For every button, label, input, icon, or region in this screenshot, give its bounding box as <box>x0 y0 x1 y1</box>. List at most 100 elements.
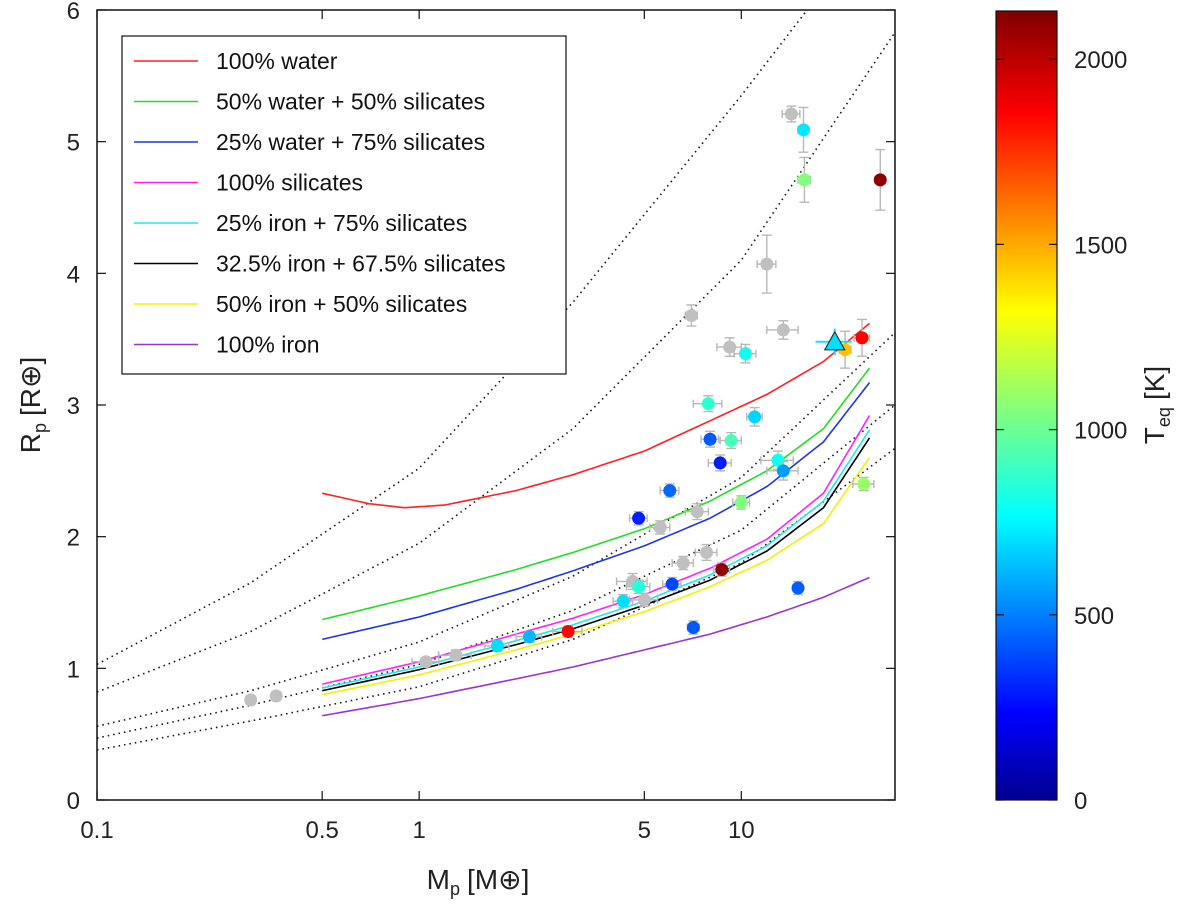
model-line-2 <box>322 367 871 621</box>
planet-point <box>628 510 648 526</box>
y-tick-label: 3 <box>67 393 80 420</box>
planet-marker <box>690 505 704 519</box>
planet-point <box>411 655 440 669</box>
planet-point <box>873 148 887 211</box>
y-tick-label: 4 <box>67 261 80 288</box>
model-line-1 <box>322 322 871 509</box>
planet-point <box>686 620 700 635</box>
planet-marker <box>449 648 463 662</box>
planet-point <box>852 476 875 492</box>
planet-marker <box>686 621 700 635</box>
colorbar-gradient <box>995 10 1058 801</box>
legend-label: 100% iron <box>216 332 320 358</box>
planet-marker <box>653 520 667 534</box>
planet-point <box>692 395 723 413</box>
planet-marker <box>663 484 677 498</box>
y-axis-label: Rp[R⊕] <box>15 357 50 454</box>
iso-density-curves <box>97 10 895 751</box>
planet-point <box>684 503 710 521</box>
planet-marker <box>616 594 630 608</box>
planet-marker <box>873 173 887 187</box>
planet-marker <box>632 580 646 594</box>
legend-item: 50% iron + 50% silicates <box>134 291 467 317</box>
planet-marker <box>776 464 790 478</box>
planet-point <box>733 343 757 364</box>
planet-marker <box>724 434 738 448</box>
legend-item: 25% iron + 75% silicates <box>134 210 467 236</box>
planet-marker <box>676 556 690 570</box>
iso-density-curve-2 <box>97 31 895 693</box>
planet-point <box>269 689 283 703</box>
iso-density-curve-1 <box>97 10 808 666</box>
triangle-marker <box>823 330 846 351</box>
colorbar-tick-label: 1500 <box>1074 232 1127 259</box>
planet-marker <box>701 397 715 411</box>
legend-item: 32.5% iron + 67.5% silicates <box>134 251 506 277</box>
legend-item: 100% silicates <box>134 170 363 196</box>
x-tick-label: 1 <box>412 817 425 844</box>
planet-marker <box>713 456 727 470</box>
colorbar-label: Teq[K] <box>1139 366 1174 444</box>
planet-marker <box>632 511 646 525</box>
x-tick-label: 10 <box>728 817 755 844</box>
highlighted-planet <box>815 328 852 355</box>
planet-marker <box>797 123 811 137</box>
model-line-3 <box>322 382 871 641</box>
planet-point <box>515 630 543 644</box>
planet-marker <box>490 639 504 653</box>
planet-marker <box>723 340 737 354</box>
planet-point <box>746 406 763 427</box>
legend-item: 50% water + 50% silicates <box>134 89 485 115</box>
legend: 100% water 50% water + 50% silicates 25% w… <box>121 35 567 375</box>
legend-label: 50% iron + 50% silicates <box>216 291 467 317</box>
legend-label: 100% water <box>216 48 338 74</box>
planet-marker <box>715 563 729 577</box>
colorbar-tick-label: 0 <box>1074 788 1087 815</box>
planet-point <box>694 543 718 562</box>
colorbar-tick-label: 1000 <box>1074 418 1127 445</box>
planet-point <box>756 234 777 294</box>
planet-point <box>684 304 698 327</box>
legend-label: 50% water + 50% silicates <box>216 89 485 115</box>
planet-point <box>438 648 472 662</box>
planet-point <box>760 450 794 471</box>
y-tick-label: 1 <box>67 656 80 683</box>
legend-item: 100% water <box>134 48 338 74</box>
planet-marker <box>855 331 869 345</box>
y-tick-label: 6 <box>67 0 80 25</box>
planet-marker <box>419 655 433 669</box>
planet-point <box>484 639 510 653</box>
planet-points <box>244 105 887 707</box>
planet-point <box>853 318 871 357</box>
legend-item: 25% water + 75% silicates <box>134 129 485 155</box>
planet-point <box>797 156 812 203</box>
y-tick-label: 5 <box>67 130 80 157</box>
colorbar-tick-label: 500 <box>1074 603 1114 630</box>
y-tick-label: 2 <box>67 525 80 552</box>
x-tick-label: 0.5 <box>305 817 338 844</box>
legend-label: 100% silicates <box>216 170 363 196</box>
x-tick-label: 0.1 <box>80 817 113 844</box>
planet-marker <box>734 495 748 509</box>
planet-point <box>671 555 695 571</box>
planet-point <box>716 337 742 357</box>
planet-point <box>797 106 811 153</box>
planet-point <box>659 483 680 498</box>
planet-point <box>552 624 583 638</box>
planet-marker <box>637 593 651 607</box>
planet-point <box>731 495 751 510</box>
planet-marker <box>797 173 811 187</box>
colorbar: 0 500 1000 1500 2000 Teq[K] <box>995 10 1174 815</box>
planet-point <box>766 460 799 481</box>
planet-point <box>707 454 732 472</box>
planet-point <box>628 592 659 608</box>
planet-marker <box>748 410 762 424</box>
planet-point <box>244 693 258 707</box>
planet-marker <box>771 453 785 467</box>
legend-label: 25% water + 75% silicates <box>216 129 485 155</box>
legend-box <box>121 35 567 375</box>
planet-marker <box>244 693 258 707</box>
planet-marker <box>522 630 536 644</box>
planet-marker <box>738 347 752 361</box>
x-tick-label: 5 <box>638 817 651 844</box>
